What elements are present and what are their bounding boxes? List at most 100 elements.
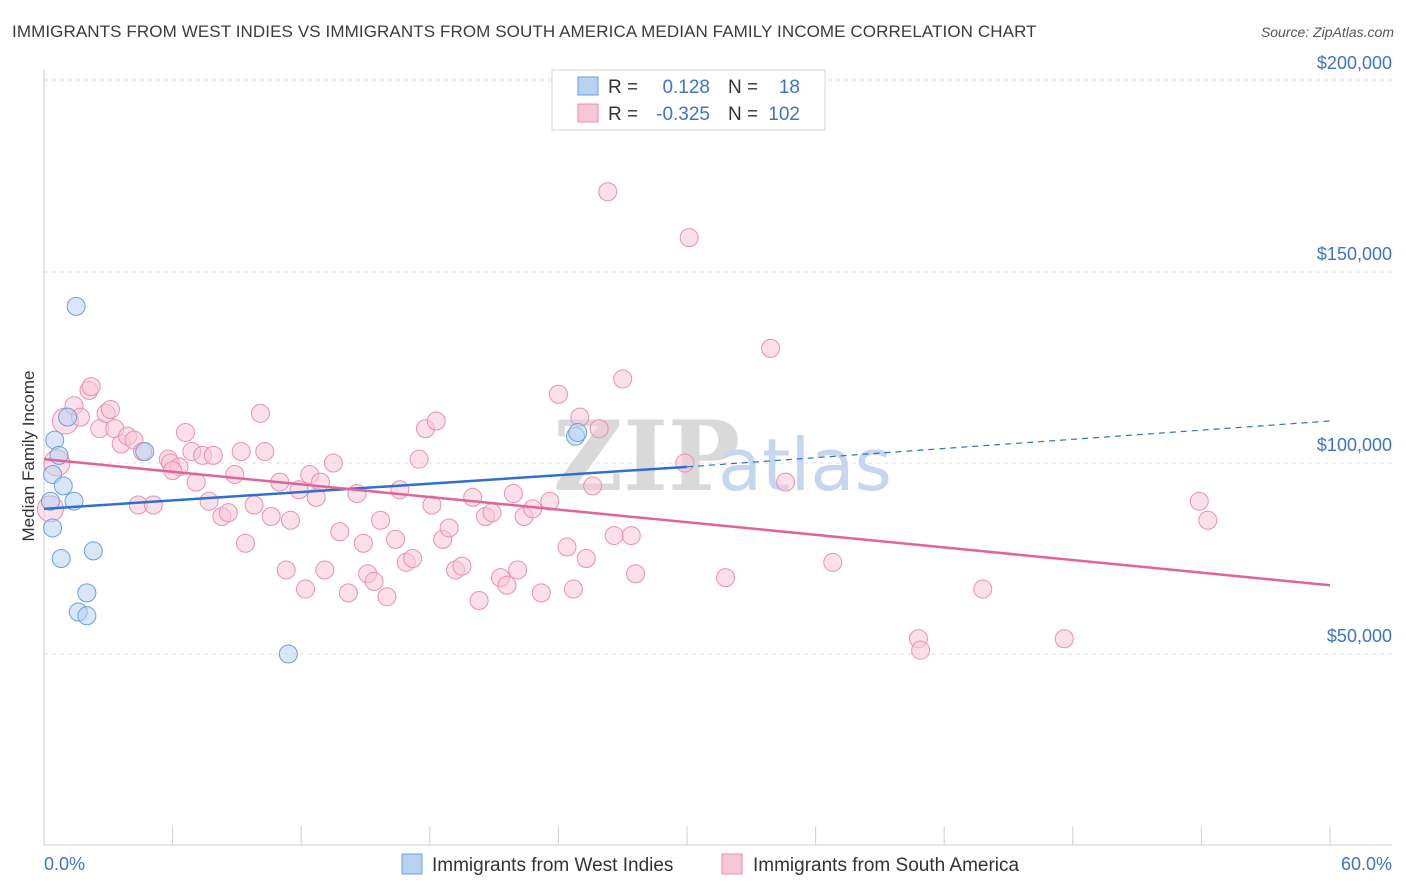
- data-point-south-america-66: [469, 591, 489, 611]
- data-point-west-indies-7: [58, 407, 78, 427]
- trend-line-west-indies-extension: [686, 420, 1331, 468]
- y-tick-label-2: $150,000: [1317, 244, 1392, 264]
- trend-lines: [43, 420, 1331, 587]
- trend-line-west-indies: [43, 465, 688, 511]
- data-point-south-america-24: [199, 491, 219, 511]
- data-point-south-america-6: [81, 377, 101, 397]
- data-point-west-indies-0: [40, 491, 60, 511]
- gridlines: [44, 78, 1392, 655]
- data-point-south-america-62: [439, 518, 459, 538]
- data-point-south-america-76: [540, 491, 560, 511]
- data-point-south-america-27: [218, 503, 238, 523]
- data-point-south-america-88: [626, 564, 646, 584]
- data-point-south-america-71: [503, 484, 523, 504]
- data-point-west-indies-11: [77, 583, 97, 603]
- legend-r-label-1: R =: [608, 77, 638, 98]
- series-legend: Immigrants from West Indies Immigrants f…: [401, 853, 1020, 876]
- bottom-legend-label-west-indies: Immigrants from West Indies: [432, 855, 673, 876]
- data-point-south-america-97: [973, 579, 993, 599]
- data-point-south-america-70: [497, 575, 517, 595]
- legend-swatch-south-america: [577, 103, 599, 123]
- legend-n-label-1: N =: [728, 77, 758, 98]
- legend-n-value-1: 18: [779, 77, 800, 98]
- data-point-south-america-78: [557, 537, 577, 557]
- watermark-atlas: atlas: [718, 423, 892, 507]
- series-west-indies: [40, 296, 588, 664]
- data-point-south-america-82: [583, 476, 603, 496]
- data-point-west-indies-17: [568, 422, 588, 442]
- data-point-south-america-84: [598, 182, 618, 202]
- data-point-south-america-25: [203, 445, 223, 465]
- y-tick-label-0: $50,000: [1327, 626, 1392, 646]
- data-point-west-indies-9: [66, 296, 86, 316]
- data-point-south-america-75: [531, 583, 551, 603]
- data-point-south-america-87: [621, 526, 641, 546]
- data-point-south-america-81: [576, 549, 596, 568]
- data-point-south-america-48: [353, 533, 373, 553]
- bottom-legend-swatch-west-indies: [401, 853, 423, 875]
- data-point-south-america-34: [261, 506, 281, 526]
- data-point-south-america-60: [426, 411, 446, 431]
- watermark: ZIP atlas: [553, 400, 892, 513]
- data-point-south-america-29: [231, 442, 251, 462]
- data-point-south-america-99: [1189, 491, 1209, 511]
- legend-n-value-2: 102: [768, 104, 800, 125]
- data-point-west-indies-15: [278, 644, 298, 664]
- data-point-south-america-28: [225, 464, 245, 484]
- data-point-south-america-31: [244, 495, 264, 515]
- data-point-south-america-85: [604, 526, 624, 546]
- data-point-south-america-100: [1198, 510, 1218, 530]
- data-point-south-america-42: [310, 472, 330, 492]
- data-point-west-indies-13: [83, 541, 103, 561]
- x-tick-label-min: 0.0%: [44, 854, 85, 874]
- bottom-legend-swatch-south-america: [721, 853, 743, 875]
- data-point-south-america-94: [823, 552, 843, 572]
- data-point-south-america-44: [323, 453, 343, 473]
- data-point-south-america-53: [386, 529, 406, 549]
- data-point-south-america-91: [716, 568, 736, 588]
- data-point-south-america-98: [1054, 629, 1074, 649]
- data-point-south-america-57: [409, 449, 429, 469]
- legend-r-value-1: 0.128: [662, 77, 710, 98]
- x-ticks: [43, 826, 1331, 845]
- data-point-south-america-9: [100, 400, 120, 420]
- data-point-south-america-79: [563, 579, 583, 599]
- data-point-west-indies-14: [135, 442, 155, 462]
- data-point-west-indies-12: [77, 606, 97, 626]
- data-point-south-america-43: [315, 560, 335, 580]
- data-point-west-indies-2: [43, 518, 63, 538]
- y-tick-labels: $50,000 $100,000 $150,000 $200,000: [1317, 53, 1392, 646]
- data-point-south-america-68: [482, 503, 502, 523]
- data-point-west-indies-5: [51, 549, 71, 568]
- data-point-south-america-51: [371, 510, 391, 530]
- data-point-west-indies-6: [53, 476, 73, 496]
- data-point-south-america-30: [235, 533, 255, 553]
- data-point-south-america-20: [175, 422, 195, 442]
- data-point-south-america-32: [250, 403, 270, 423]
- data-point-south-america-52: [377, 587, 397, 607]
- x-tick-label-max: 60.0%: [1341, 854, 1392, 874]
- data-point-south-america-77: [548, 384, 568, 404]
- data-point-south-america-64: [452, 556, 472, 576]
- bottom-legend-label-south-america: Immigrants from South America: [753, 855, 1020, 876]
- data-point-south-america-92: [761, 338, 781, 358]
- data-point-south-america-83: [589, 419, 609, 439]
- data-point-south-america-16: [143, 495, 163, 515]
- data-point-south-america-89: [675, 453, 695, 473]
- legend-n-label-2: N =: [728, 104, 758, 125]
- data-point-south-america-37: [280, 510, 300, 530]
- correlation-legend: R = 0.128 N = 18 R = -0.325 N = 102: [551, 69, 826, 131]
- data-point-south-america-33: [255, 442, 275, 462]
- data-point-south-america-36: [276, 560, 296, 580]
- y-tick-label-1: $100,000: [1317, 435, 1392, 455]
- data-point-south-america-65: [463, 487, 483, 507]
- legend-r-label-2: R =: [608, 104, 638, 125]
- y-axis-title: Median Family Income: [19, 370, 38, 541]
- data-point-south-america-90: [679, 228, 699, 248]
- data-point-south-america-39: [295, 579, 315, 599]
- legend-r-value-2: -0.325: [656, 104, 710, 125]
- legend-swatch-west-indies: [577, 76, 599, 96]
- data-point-south-america-86: [613, 369, 633, 389]
- trend-line-south-america: [43, 457, 1331, 587]
